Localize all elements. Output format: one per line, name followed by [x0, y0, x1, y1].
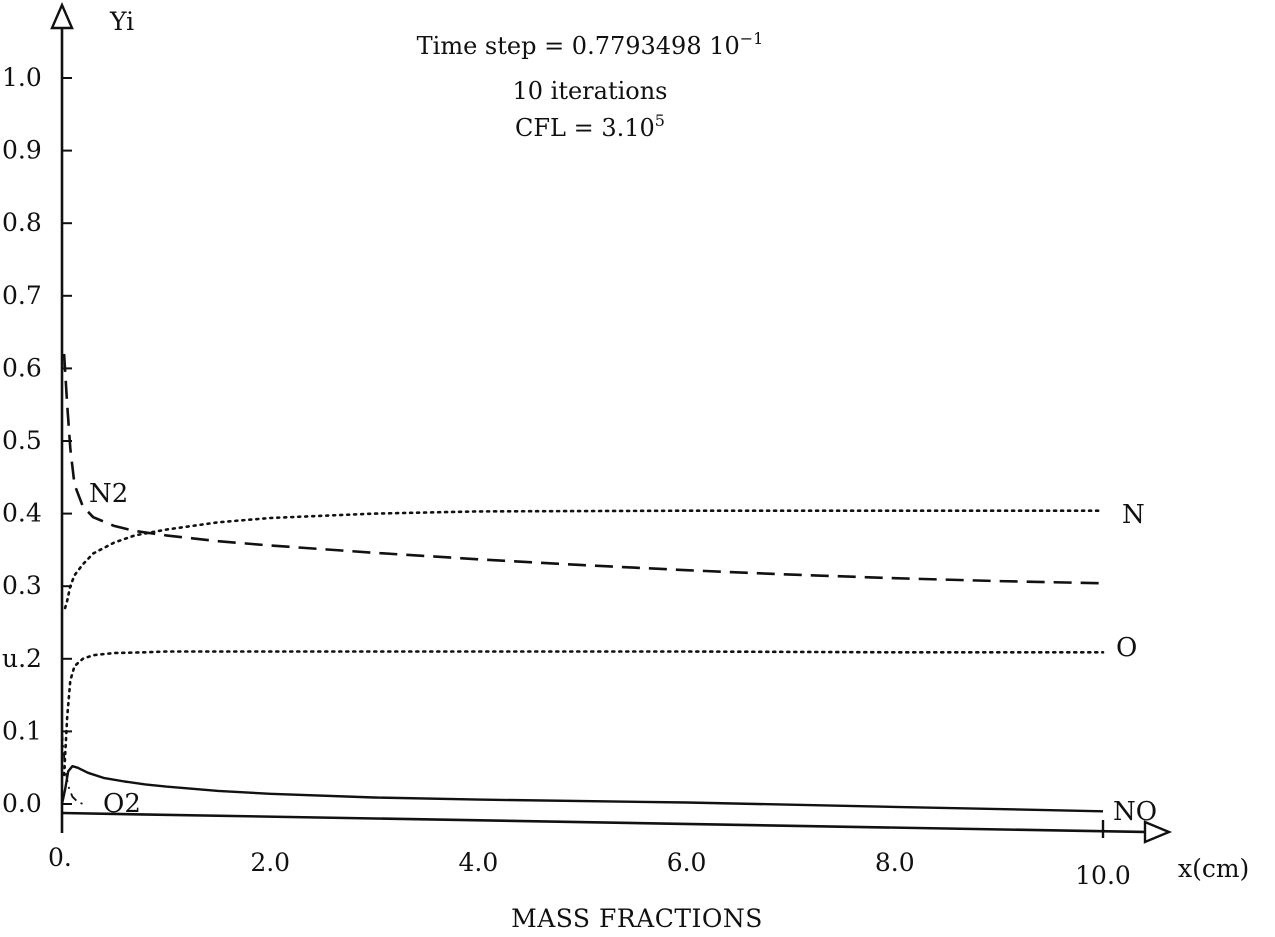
series-label-n: N — [1122, 500, 1145, 530]
y-axis-label: Yi — [109, 7, 134, 36]
annotation-line: Time step = 0.7793498 10−1 — [417, 29, 764, 60]
y-tick-label: 0.5 — [2, 426, 42, 455]
series-line-no — [60, 765, 1104, 813]
y-axis-arrow-icon — [50, 1, 74, 30]
x-tick-label: 4.0 — [459, 848, 499, 877]
x-axis-line — [61, 811, 1146, 834]
series-label-o2: O2 — [103, 789, 141, 819]
x-axis-arrow-icon — [1143, 820, 1173, 844]
y-tick-label: 0.7 — [2, 281, 42, 310]
y-tick-label: 0.4 — [2, 499, 42, 528]
x-tick-label: 0. — [48, 843, 72, 872]
y-tick-label: 0.8 — [2, 208, 42, 237]
annotation-line: CFL = 3.105 — [515, 111, 665, 142]
annotation-superscript: 5 — [655, 111, 665, 130]
x-tick-label: 2.0 — [250, 848, 290, 877]
series-label-o: O — [1116, 633, 1137, 663]
y-tick-label: 1.0 — [2, 63, 42, 92]
chart-text: Yi x(cm) MASS FRACTIONS Time step = 0.77… — [109, 7, 1249, 933]
y-tick-label: 0.3 — [2, 571, 42, 600]
x-tick-label: 8.0 — [875, 848, 915, 877]
series-line-n — [63, 509, 1105, 610]
chart-annotation: Time step = 0.7793498 10−1 10 iterations C… — [417, 29, 764, 142]
y-tick-label: 0.9 — [2, 136, 42, 165]
series-line-o — [62, 650, 1105, 777]
series-label-no: NO — [1113, 797, 1157, 827]
annotation-superscript: −1 — [740, 29, 764, 48]
x-axis-unit-label: x(cm) — [1178, 854, 1249, 883]
series-line-n2 — [62, 353, 1104, 585]
axis-ticks: 0.0 0.1 u.2 0.3 0.4 0.5 0.6 0.7 0.8 0.9 1.0 0. 2.0 4.… — [2, 63, 1131, 890]
annotation-line: 10 iterations — [512, 77, 667, 105]
series-label-n2: N2 — [89, 479, 128, 509]
y-tick-label: 0.1 — [2, 716, 42, 745]
x-axis-title: MASS FRACTIONS — [511, 904, 763, 933]
y-tick-label: 0.0 — [2, 789, 42, 818]
x-tick-label: 6.0 — [667, 848, 707, 877]
y-tick-label: u.2 — [2, 644, 42, 673]
y-tick-label: 0.6 — [2, 353, 42, 382]
axes — [50, 1, 1173, 844]
x-tick-label: 10.0 — [1075, 861, 1131, 890]
series-lines: N N2 O O2 NO — [60, 353, 1157, 827]
